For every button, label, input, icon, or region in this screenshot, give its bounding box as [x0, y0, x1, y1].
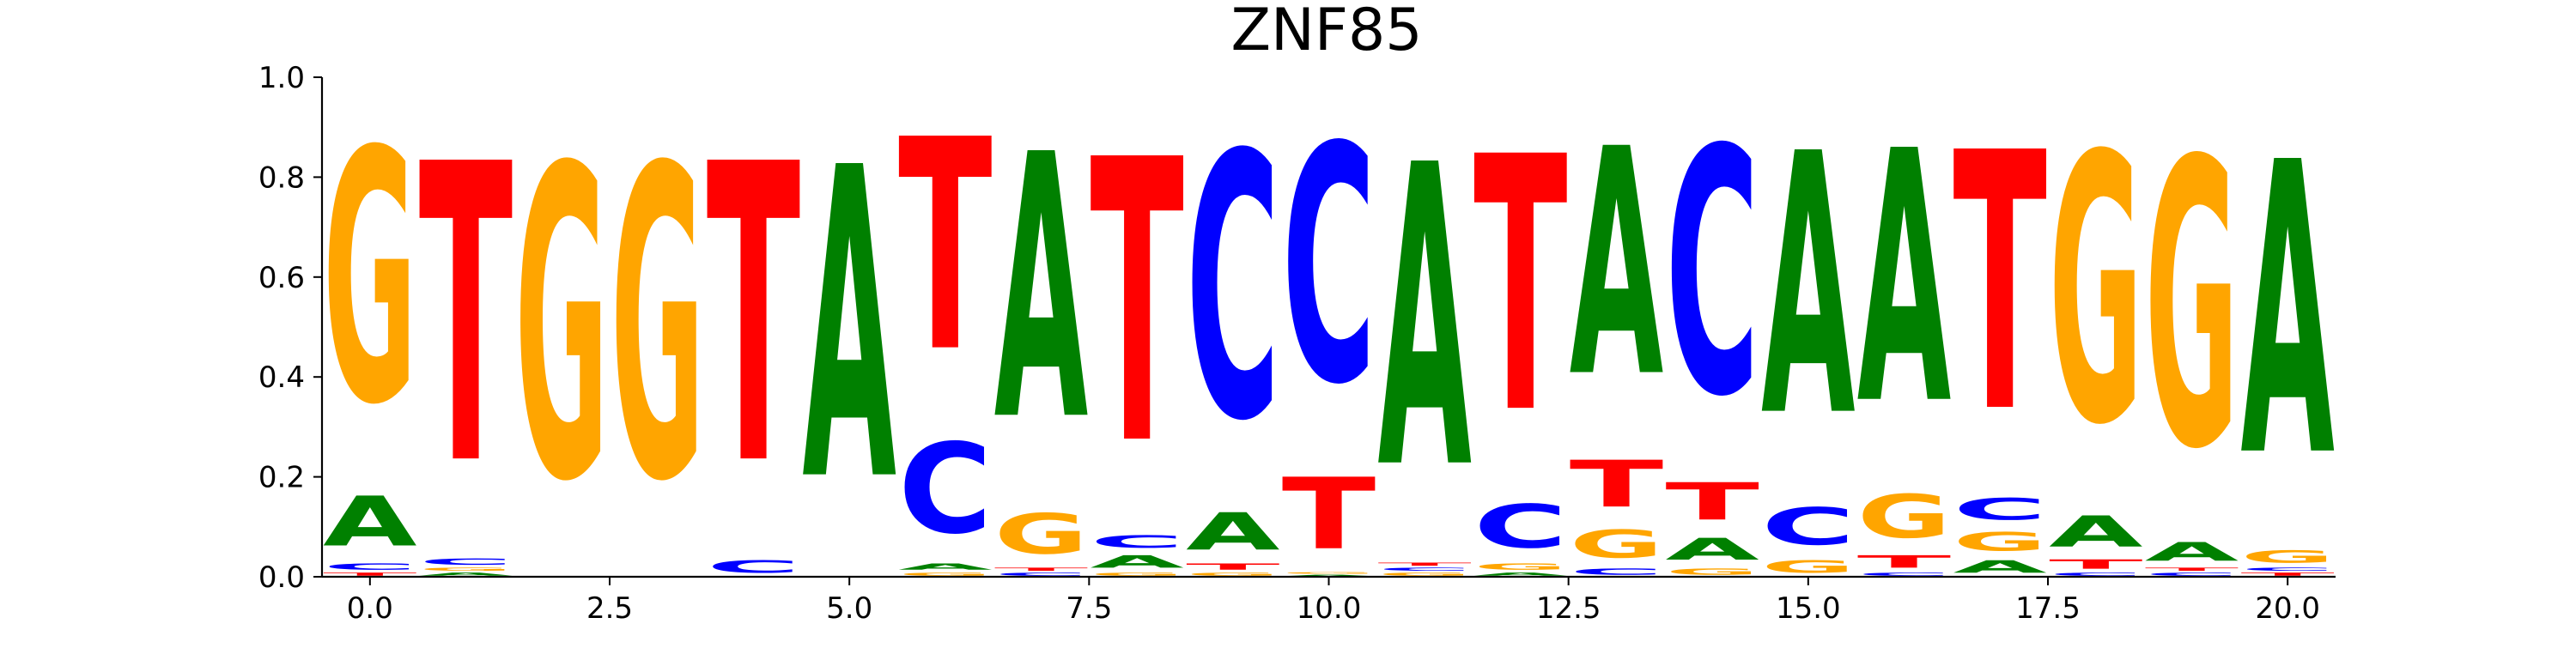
logo-letter-g-pos-8: G	[1090, 572, 1183, 577]
x-tick-label: 20.0	[2255, 591, 2320, 626]
logo-letter-t-pos-14: T	[1665, 472, 1759, 532]
y-tick-label: 1.0	[258, 61, 305, 95]
logo-letter-c-pos-6: C	[898, 417, 992, 561]
logo-letter-c-pos-19: C	[2145, 572, 2239, 577]
x-tick-label: 10.0	[1297, 591, 1362, 626]
logo-letter-g-pos-16: G	[1857, 482, 1951, 552]
logo-letter-a-pos-15: A	[1761, 77, 1856, 496]
logo-letter-t-pos-4: T	[707, 79, 801, 556]
logo-letter-c-pos-10: C	[1282, 77, 1376, 456]
logo-letter-a-pos-16: A	[1857, 79, 1952, 481]
logo-letter-c-pos-9: C	[1186, 78, 1279, 500]
axes: 0.0 0.2 0.4 0.6 0.8 1.0 0.0 2.5 5.0 7.5 10.0 12.5 15…	[258, 61, 2336, 626]
logo-letter-c-pos-18: C	[2049, 572, 2142, 577]
logo-letter-a-pos-14: A	[1665, 532, 1759, 567]
logo-letter-a-pos-7: A	[994, 79, 1089, 501]
logo-letter-g-pos-9: G	[1186, 572, 1279, 577]
logo-letter-g-pos-17: G	[1953, 527, 2046, 557]
logo-letter-t-pos-9: T	[1186, 562, 1279, 572]
y-tick-label: 0.2	[258, 461, 305, 495]
logo-letter-a-pos-5: A	[802, 80, 896, 576]
y-tick-label: 0.0	[258, 560, 305, 595]
logo-letter-a-pos-12: A	[1473, 572, 1567, 577]
logo-letter-c-pos-1: C	[419, 557, 513, 567]
logo-letter-a-pos-1: A	[419, 572, 513, 577]
logo-letter-a-pos-9: A	[1186, 502, 1279, 562]
x-tick-label: 2.5	[586, 591, 633, 626]
logo-letter-t-pos-17: T	[1953, 77, 2047, 490]
logo-letter-t-pos-12: T	[1473, 83, 1568, 491]
logo-letter-a-pos-11: A	[1377, 78, 1472, 560]
logo-letter-t-pos-19: T	[2145, 566, 2239, 572]
logo-letter-g-pos-20: G	[2240, 547, 2334, 566]
logo-letter-t-pos-0: T	[323, 572, 416, 577]
logo-letter-t-pos-7: T	[994, 566, 1088, 572]
y-tick-label: 0.8	[258, 160, 305, 195]
logo-letter-c-pos-13: C	[1570, 566, 1663, 577]
logo-letter-g-pos-13: G	[1570, 523, 1663, 567]
logo-letter-g-pos-19: G	[2145, 79, 2239, 536]
logo-letter-c-pos-20: C	[2240, 566, 2334, 572]
logo-letter-t-pos-13: T	[1570, 447, 1663, 522]
logo-letter-g-pos-1: G	[419, 566, 513, 572]
logo-letter-c-pos-15: C	[1761, 497, 1855, 556]
x-tick-label: 0.0	[347, 591, 393, 626]
logo-letter-a-pos-10: A	[1282, 574, 1376, 577]
logo-letter-t-pos-6: T	[898, 79, 993, 417]
logo-letter-g-pos-15: G	[1761, 557, 1855, 577]
x-tick-label: 17.5	[2015, 591, 2081, 626]
logo-letter-t-pos-16: T	[1857, 552, 1951, 572]
logo-letter-g-pos-3: G	[611, 78, 704, 575]
logo-letter-c-pos-7: C	[994, 572, 1088, 577]
logo-letter-t-pos-1: T	[419, 79, 513, 556]
logo-letter-t-pos-8: T	[1090, 79, 1184, 531]
x-tick-label: 12.5	[1536, 591, 1601, 626]
logo-letter-c-pos-14: C	[1665, 79, 1759, 471]
logo-letter-a-pos-18: A	[2049, 507, 2142, 557]
logo-letter-a-pos-6: A	[898, 562, 993, 572]
logo-letter-a-pos-19: A	[2145, 537, 2239, 567]
logo-letter-g-pos-11: G	[1377, 572, 1471, 577]
logo-letter-g-pos-18: G	[2049, 78, 2142, 506]
logo-letter-g-pos-12: G	[1473, 562, 1567, 572]
logo-letter-c-pos-4: C	[707, 557, 800, 577]
logo-letter-a-pos-13: A	[1570, 82, 1664, 445]
logo-letter-a-pos-17: A	[1953, 557, 2046, 577]
logo-letter-t-pos-11: T	[1377, 562, 1471, 567]
logo-letter-c-pos-16: C	[1857, 572, 1951, 577]
logo-letter-a-pos-0: A	[323, 483, 417, 562]
logo-letter-c-pos-17: C	[1953, 492, 2046, 527]
x-tick-label: 15.0	[1776, 591, 1841, 626]
logo-letter-c-pos-0: C	[323, 562, 416, 572]
chart-title: ZNF85	[1230, 0, 1422, 64]
y-tick-label: 0.4	[258, 360, 305, 395]
y-tick-label: 0.6	[258, 261, 305, 295]
logo-letter-g-pos-14: G	[1665, 566, 1759, 577]
x-tick-label: 5.0	[826, 591, 872, 626]
logo-letter-g-pos-6: G	[898, 572, 992, 577]
logo-letter-c-pos-12: C	[1473, 493, 1567, 562]
logo-letter-a-pos-8: A	[1090, 552, 1183, 572]
logo-letter-t-pos-10: T	[1282, 457, 1376, 572]
logo-letter-g-pos-2: G	[514, 78, 608, 575]
x-tick-label: 7.5	[1066, 591, 1112, 626]
logo-letter-g-pos-0: G	[323, 77, 416, 481]
logo-letter-c-pos-8: C	[1090, 532, 1183, 552]
logo-letter-g-pos-7: G	[994, 502, 1088, 566]
logo-letter-a-pos-20: A	[2240, 79, 2335, 546]
logo-letter-c-pos-11: C	[1377, 566, 1471, 572]
logo-letter-t-pos-18: T	[2049, 557, 2143, 572]
logo-letter-g-pos-10: G	[1282, 572, 1376, 574]
logo-letter-t-pos-20: T	[2240, 572, 2334, 577]
